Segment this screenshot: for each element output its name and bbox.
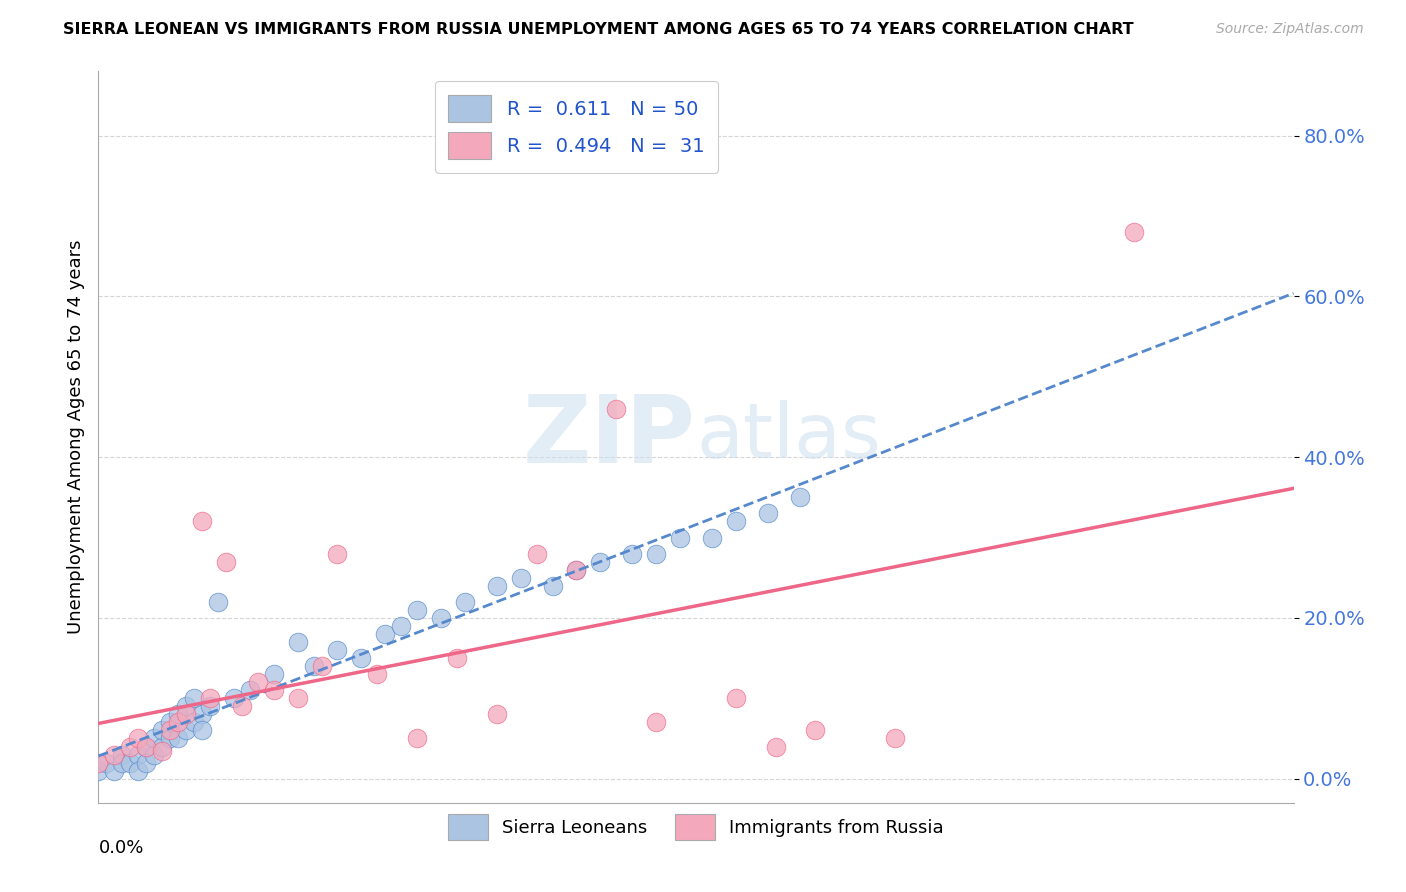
Point xyxy=(605,401,627,416)
Point xyxy=(326,643,349,657)
Point xyxy=(263,667,285,681)
Point xyxy=(287,691,309,706)
Point xyxy=(174,699,197,714)
Point xyxy=(87,764,110,778)
Point xyxy=(724,691,747,706)
Point xyxy=(159,731,181,746)
Point xyxy=(150,743,173,757)
Point xyxy=(127,747,149,762)
Point xyxy=(191,723,214,738)
Point xyxy=(198,691,221,706)
Point xyxy=(287,635,309,649)
Point xyxy=(231,699,253,714)
Point xyxy=(804,723,827,738)
Point xyxy=(167,731,190,746)
Point xyxy=(150,723,173,738)
Point xyxy=(191,707,214,722)
Point xyxy=(509,571,531,585)
Point xyxy=(111,747,134,762)
Point xyxy=(143,747,166,762)
Point xyxy=(120,739,142,754)
Point xyxy=(645,715,668,730)
Point xyxy=(454,595,477,609)
Point xyxy=(159,723,181,738)
Point xyxy=(150,739,173,754)
Point xyxy=(183,715,205,730)
Text: 0.0%: 0.0% xyxy=(98,839,143,857)
Point xyxy=(174,723,197,738)
Point xyxy=(263,683,285,698)
Point xyxy=(103,764,125,778)
Point xyxy=(589,555,612,569)
Point xyxy=(430,611,453,625)
Point xyxy=(724,515,747,529)
Text: ZIP: ZIP xyxy=(523,391,696,483)
Point xyxy=(526,547,548,561)
Point xyxy=(366,667,388,681)
Point xyxy=(669,531,692,545)
Point xyxy=(135,739,157,754)
Point xyxy=(120,756,142,770)
Point xyxy=(765,739,787,754)
Point xyxy=(96,756,118,770)
Point xyxy=(246,675,269,690)
Point xyxy=(389,619,412,633)
Text: atlas: atlas xyxy=(696,401,880,474)
Point xyxy=(406,731,429,746)
Point xyxy=(167,707,190,722)
Point xyxy=(127,764,149,778)
Point xyxy=(541,579,564,593)
Point xyxy=(374,627,396,641)
Point xyxy=(700,531,723,545)
Point xyxy=(87,756,110,770)
Point xyxy=(485,707,508,722)
Point xyxy=(446,651,468,665)
Text: Source: ZipAtlas.com: Source: ZipAtlas.com xyxy=(1216,22,1364,37)
Point xyxy=(645,547,668,561)
Point xyxy=(215,555,238,569)
Point xyxy=(143,731,166,746)
Point xyxy=(485,579,508,593)
Point xyxy=(406,603,429,617)
Point xyxy=(326,547,349,561)
Text: SIERRA LEONEAN VS IMMIGRANTS FROM RUSSIA UNEMPLOYMENT AMONG AGES 65 TO 74 YEARS : SIERRA LEONEAN VS IMMIGRANTS FROM RUSSIA… xyxy=(63,22,1133,37)
Point xyxy=(222,691,245,706)
Point xyxy=(756,507,779,521)
Point xyxy=(565,563,588,577)
Point xyxy=(350,651,373,665)
Point xyxy=(302,659,325,673)
Point xyxy=(198,699,221,714)
Point xyxy=(311,659,333,673)
Point xyxy=(621,547,644,561)
Point xyxy=(135,739,157,754)
Point xyxy=(103,747,125,762)
Point xyxy=(127,731,149,746)
Point xyxy=(183,691,205,706)
Point xyxy=(789,491,811,505)
Point xyxy=(135,756,157,770)
Point xyxy=(111,756,134,770)
Point xyxy=(191,515,214,529)
Point xyxy=(565,563,588,577)
Y-axis label: Unemployment Among Ages 65 to 74 years: Unemployment Among Ages 65 to 74 years xyxy=(66,240,84,634)
Legend: Sierra Leoneans, Immigrants from Russia: Sierra Leoneans, Immigrants from Russia xyxy=(439,805,953,848)
Point xyxy=(1123,225,1146,239)
Point xyxy=(159,715,181,730)
Point xyxy=(207,595,229,609)
Point xyxy=(239,683,262,698)
Point xyxy=(884,731,907,746)
Point xyxy=(174,707,197,722)
Point xyxy=(167,715,190,730)
